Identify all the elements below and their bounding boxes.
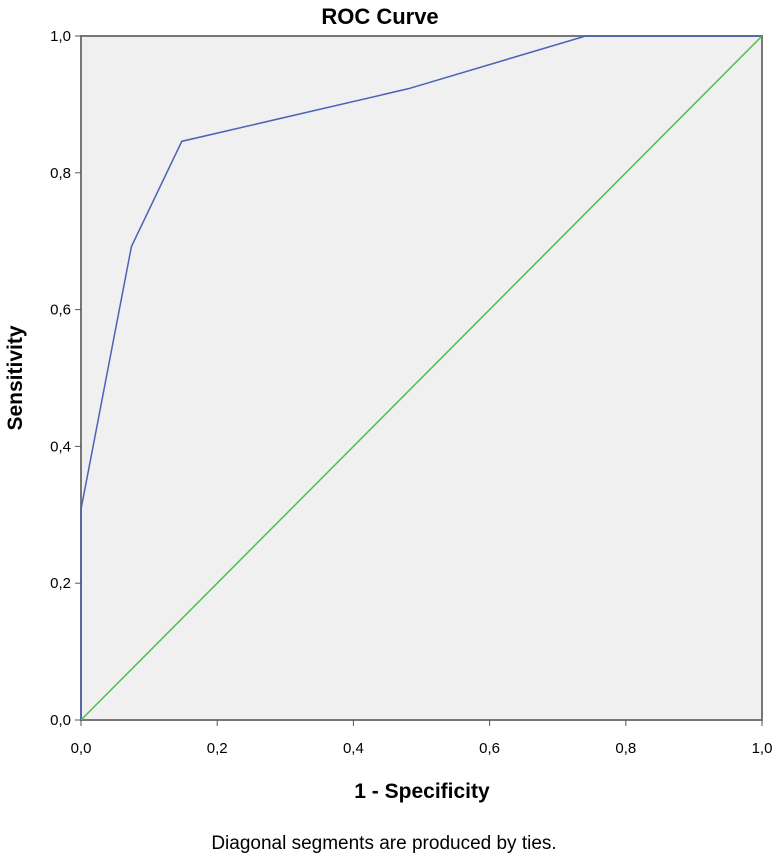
y-tick-label: 0,8	[50, 165, 71, 182]
chart-footnote: Diagonal segments are produced by ties.	[211, 833, 556, 854]
series-layer	[80, 35, 763, 721]
ticks-layer: 0,0 0,2 0,4 0,6 0,8 1,0 0,0 0,2 0,4 0,6 0,8 1,0	[50, 28, 772, 757]
y-axis-label: Sensitivity	[4, 325, 27, 430]
x-tick-label: 0,4	[343, 740, 364, 757]
x-tick-label: 1,0	[752, 740, 773, 757]
x-tick-label: 0,2	[207, 740, 228, 757]
x-axis-label: 1 - Specificity	[354, 780, 490, 803]
reference-diagonal-line	[80, 35, 763, 721]
x-tick-label: 0,8	[615, 740, 636, 757]
x-tick-label: 0,6	[479, 740, 500, 757]
chart-title: ROC Curve	[321, 4, 438, 29]
y-tick-label: 1,0	[50, 28, 71, 45]
y-tick-label: 0,0	[50, 712, 71, 729]
y-tick-label: 0,4	[50, 438, 71, 455]
roc-curve-line	[80, 35, 762, 720]
y-tick-label: 0,2	[50, 575, 71, 592]
y-tick-label: 0,6	[50, 302, 71, 319]
x-tick-label: 0,0	[71, 740, 92, 757]
